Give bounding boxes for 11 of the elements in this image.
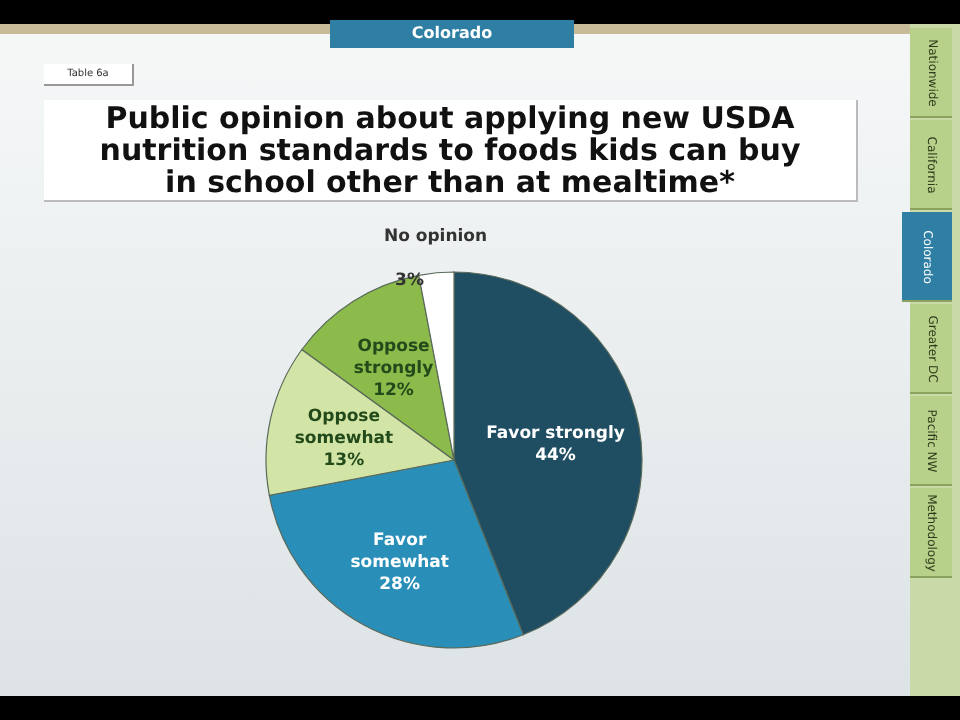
text: Colorado — [330, 20, 574, 48]
slice-label: Favor somewhat — [350, 530, 449, 573]
slice-label: No opinion — [383, 226, 488, 247]
data-label: 13% — [323, 451, 366, 472]
slice-label: Favor strongly — [486, 423, 626, 444]
slice-label: Oppose somewhat — [294, 407, 394, 450]
data-label: 28% — [379, 574, 421, 595]
data-label: 12% — [373, 380, 415, 401]
chart-title: Public opinion about applying new USDA nutrition standards to foods kids can buy in school other than at mealtime* — [97, 100, 803, 200]
data-label: 44% — [535, 445, 577, 466]
slice-label: Oppose strongly — [353, 336, 435, 379]
